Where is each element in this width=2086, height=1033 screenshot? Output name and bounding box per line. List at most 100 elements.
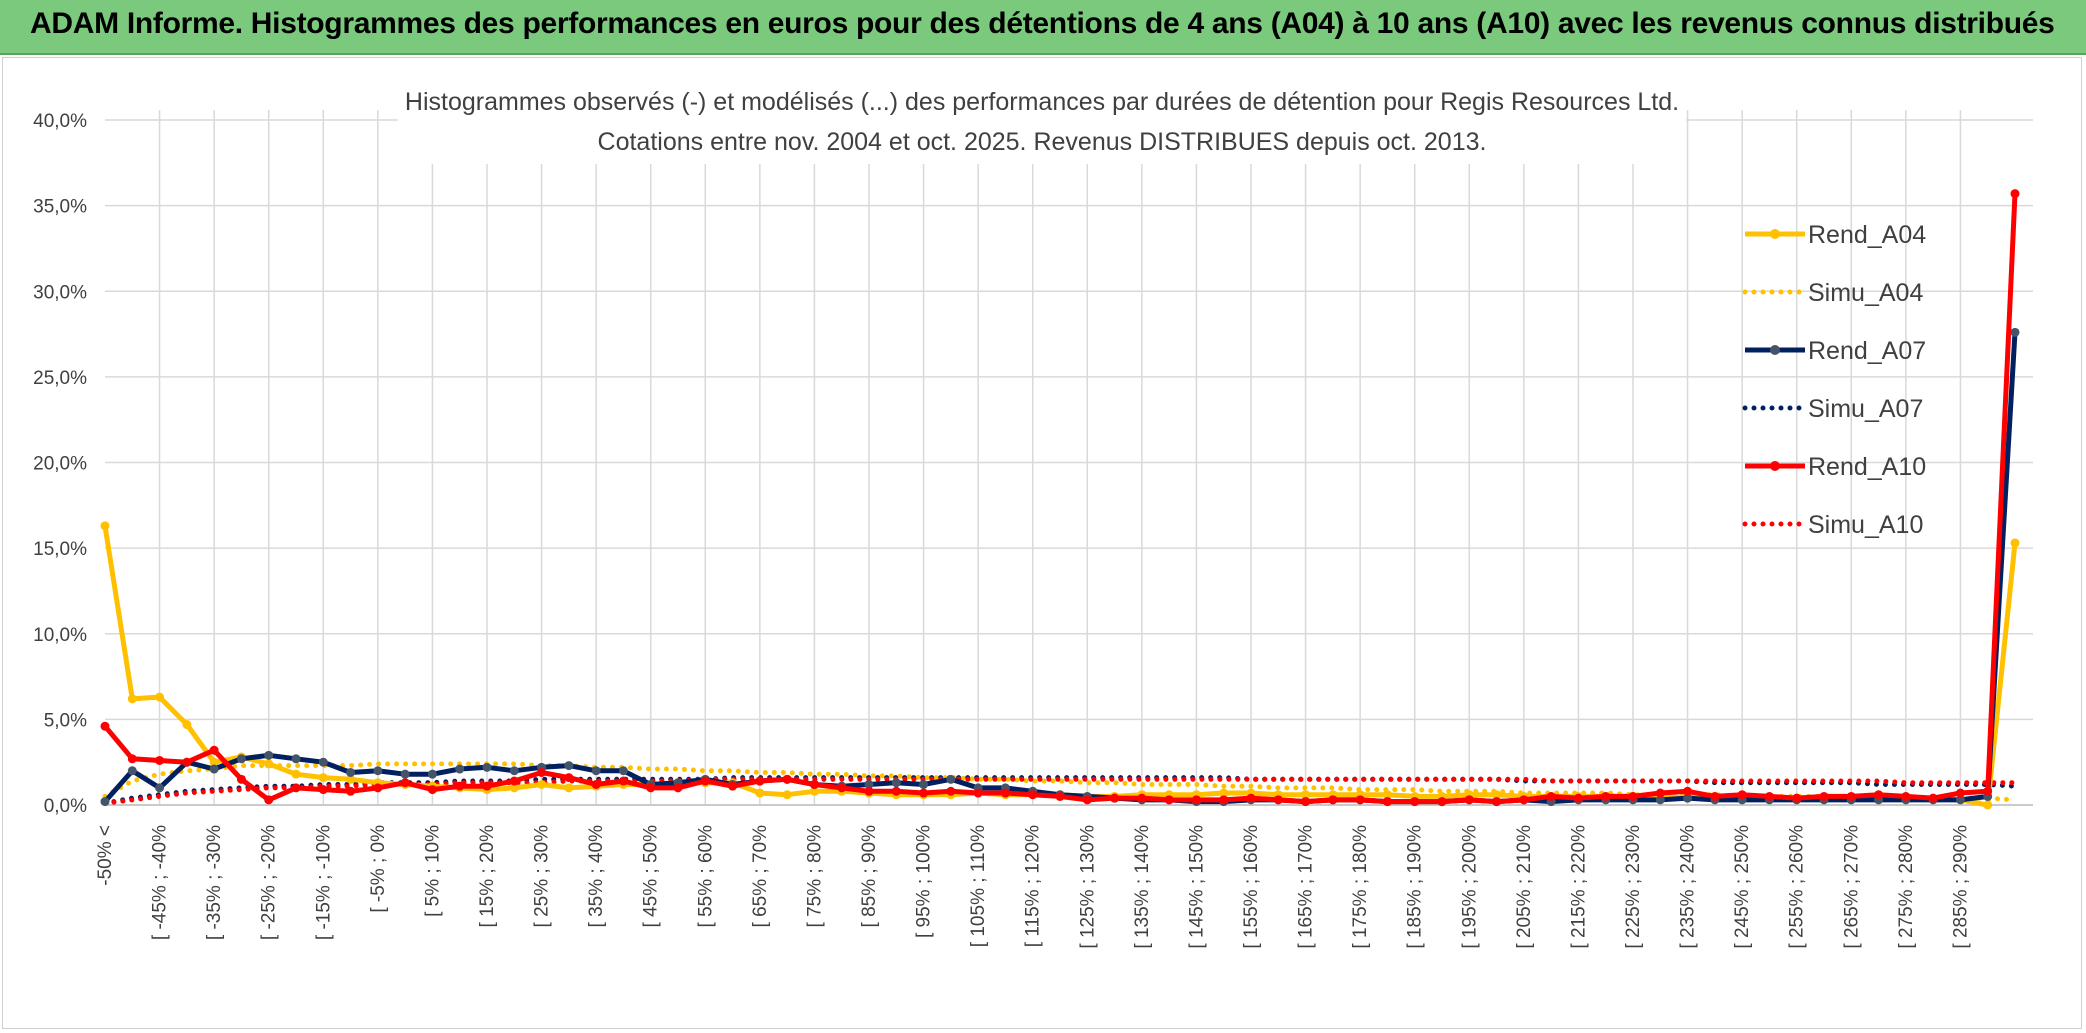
data-point-rend-a07 [373, 766, 383, 776]
data-point-rend-a07 [209, 764, 219, 774]
x-tick-label: [ 95% ; 100% [914, 825, 935, 938]
data-point-rend-a10 [182, 757, 192, 767]
x-tick-label: [ 225% ; 230% [1623, 825, 1644, 949]
chart-area [2, 57, 2082, 1029]
x-tick-label: [ 205% ; 210% [1514, 825, 1535, 949]
data-point-rend-a10 [1028, 790, 1038, 800]
x-tick-label: [ 235% ; 240% [1678, 825, 1699, 949]
data-point-rend-a10 [482, 781, 492, 791]
x-tick-label: [ 195% ; 200% [1459, 825, 1480, 949]
data-point-rend-a07 [455, 764, 465, 774]
data-point-rend-a10 [618, 776, 628, 786]
x-tick-label: [ 255% ; 260% [1787, 825, 1808, 949]
data-point-rend-a07 [264, 750, 274, 760]
data-point-rend-a04 [564, 783, 574, 793]
data-point-rend-a07 [100, 797, 110, 807]
x-tick-label: [ 5% ; 10% [422, 825, 443, 917]
y-tick-label: 10,0% [33, 625, 87, 646]
data-point-rend-a04 [755, 788, 765, 798]
data-point-rend-a10 [1901, 791, 1911, 801]
x-tick-label: [ 185% ; 190% [1405, 825, 1426, 949]
data-point-rend-a10 [1792, 793, 1802, 803]
data-point-rend-a07 [618, 766, 628, 776]
y-tick-label: 0,0% [44, 796, 87, 817]
data-point-rend-a10 [1519, 795, 1529, 805]
data-point-rend-a07 [291, 754, 301, 764]
x-tick-label: [ 35% ; 40% [586, 825, 607, 928]
data-point-rend-a10 [2010, 189, 2020, 199]
legend-label-simu-a07: Simu_A07 [1808, 395, 1923, 423]
data-point-rend-a10 [373, 783, 383, 793]
data-point-rend-a10 [591, 779, 601, 789]
x-tick-label: [ 175% ; 180% [1350, 825, 1371, 949]
y-axis-ticks: 0,0% 5,0% 10,0% 15,0% 20,0% 25,0% 30,0% 35,0% 40… [33, 111, 87, 817]
data-point-rend-a10 [1164, 795, 1174, 805]
data-point-rend-a10 [973, 788, 983, 798]
data-point-rend-a04 [264, 759, 274, 769]
series-line-simu-a04 [102, 761, 2018, 803]
data-point-rend-a10 [1110, 793, 1120, 803]
data-point-rend-a04 [537, 779, 547, 789]
x-tick-label: [ 75% ; 80% [804, 825, 825, 928]
data-point-rend-a10 [1301, 797, 1311, 807]
x-axis-ticks: -50% < [ -45% ; -40% [ -35% ; -30% [ -25% ;… [95, 825, 1971, 949]
x-tick-label: [ -35% ; -30% [204, 825, 225, 940]
data-point-rend-a10 [155, 755, 165, 765]
legend-label-rend-a10: Rend_A10 [1808, 453, 1926, 481]
data-point-rend-a10 [1710, 791, 1720, 801]
data-point-rend-a04 [155, 692, 165, 702]
data-point-rend-a10 [127, 754, 137, 764]
data-point-rend-a10 [264, 795, 274, 805]
legend-label-simu-a10: Simu_A10 [1808, 511, 1923, 539]
data-point-rend-a10 [1219, 795, 1229, 805]
data-point-rend-a10 [236, 774, 246, 784]
data-point-rend-a04 [182, 720, 192, 730]
x-tick-label: [ -5% ; 0% [368, 825, 389, 913]
data-point-rend-a04 [509, 783, 519, 793]
data-point-rend-a10 [1000, 788, 1010, 798]
series-lines [100, 189, 2020, 810]
data-point-rend-a10 [1846, 791, 1856, 801]
data-point-rend-a04 [1219, 788, 1229, 798]
data-point-rend-a10 [537, 767, 547, 777]
data-point-rend-a07 [1955, 795, 1965, 805]
page-title: ADAM Informe. Histogrammes des performan… [30, 7, 2055, 40]
data-point-rend-a10 [1546, 791, 1556, 801]
data-point-rend-a10 [837, 783, 847, 793]
x-tick-label: [ 275% ; 280% [1896, 825, 1917, 949]
data-point-rend-a10 [728, 781, 738, 791]
data-point-rend-a10 [209, 745, 219, 755]
y-tick-label: 5,0% [44, 710, 87, 731]
data-point-rend-a10 [919, 788, 929, 798]
x-tick-label: [ 265% ; 270% [1841, 825, 1862, 949]
data-point-rend-a10 [1764, 791, 1774, 801]
data-point-rend-a10 [755, 776, 765, 786]
data-point-rend-a10 [1655, 788, 1665, 798]
data-point-rend-a07 [1683, 793, 1693, 803]
y-tick-label: 40,0% [33, 111, 87, 132]
data-point-rend-a10 [1492, 797, 1502, 807]
data-point-rend-a07 [509, 766, 519, 776]
data-point-rend-a10 [1737, 790, 1747, 800]
data-point-rend-a07 [591, 766, 601, 776]
data-point-rend-a10 [1355, 795, 1365, 805]
data-point-rend-a10 [1273, 795, 1283, 805]
x-tick-label: [ 165% ; 170% [1296, 825, 1317, 949]
data-point-rend-a07 [400, 769, 410, 779]
x-tick-label: [ 125% ; 130% [1077, 825, 1098, 949]
data-point-rend-a10 [318, 785, 328, 795]
data-point-rend-a10 [809, 779, 819, 789]
y-tick-label: 15,0% [33, 539, 87, 560]
data-point-rend-a07 [1655, 795, 1665, 805]
data-point-rend-a10 [1382, 797, 1392, 807]
data-point-rend-a04 [318, 773, 328, 783]
data-point-rend-a07 [236, 754, 246, 764]
data-point-rend-a04 [2010, 538, 2020, 548]
data-point-rend-a10 [455, 781, 465, 791]
y-tick-label: 35,0% [33, 197, 87, 218]
y-tick-label: 25,0% [33, 368, 87, 389]
x-tick-label: [ 215% ; 220% [1568, 825, 1589, 949]
x-tick-label: [ 55% ; 60% [695, 825, 716, 928]
data-point-rend-a07 [318, 757, 328, 767]
data-point-rend-a10 [1874, 790, 1884, 800]
